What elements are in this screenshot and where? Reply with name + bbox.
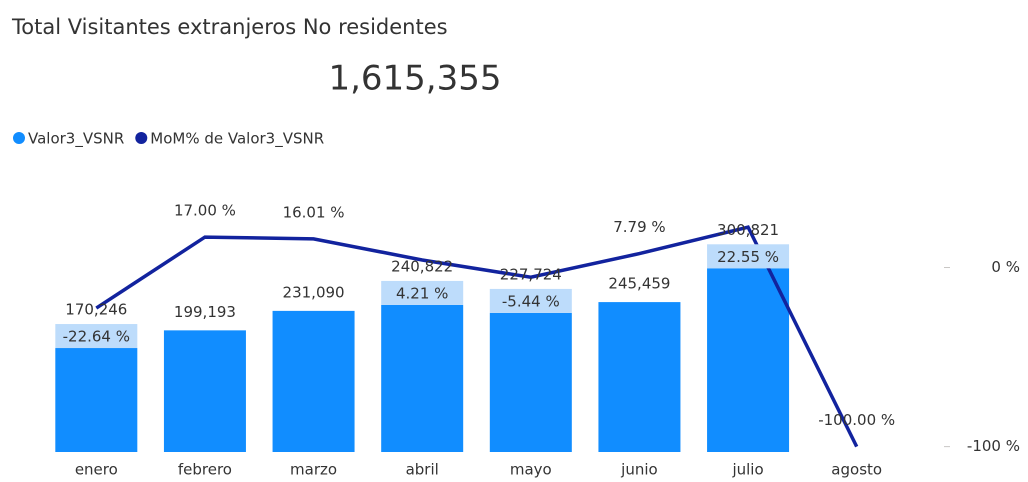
y2-tick-label: 0 % <box>991 258 1020 276</box>
line-data-label: -5.44 % <box>502 292 560 310</box>
bar-data-label: 240,822 <box>391 257 453 275</box>
bar-data-label: 245,459 <box>608 275 670 293</box>
x-tick-label: abril <box>406 461 439 479</box>
bar-data-label: 170,246 <box>65 301 127 319</box>
bar <box>272 310 355 452</box>
y2-tick-label: -100 % <box>967 437 1020 455</box>
bar <box>55 348 138 452</box>
x-tick-label: febrero <box>178 461 232 479</box>
bar-data-label: 300,821 <box>717 221 779 239</box>
x-tick-label: agosto <box>831 461 882 479</box>
line-data-label: -100.00 % <box>818 411 895 429</box>
label-background <box>55 324 138 349</box>
x-tick-label: julio <box>731 461 763 479</box>
bar-data-label: 231,090 <box>283 283 345 301</box>
total-value: 1,615,355 <box>328 59 501 99</box>
x-tick-label: mayo <box>510 461 552 479</box>
label-background <box>707 244 790 269</box>
bar <box>598 302 681 452</box>
bar-data-label: 227,724 <box>500 265 562 283</box>
x-tick-label: enero <box>75 461 118 479</box>
line-data-label: 17.00 % <box>174 202 236 220</box>
line-data-label: 22.55 % <box>717 248 779 266</box>
x-tick-label: marzo <box>290 461 337 479</box>
bar <box>707 268 790 452</box>
legend-label: MoM% de Valor3_VSNR <box>150 130 324 149</box>
bar <box>163 330 246 452</box>
line-data-label: 7.79 % <box>613 218 665 236</box>
bar <box>381 304 464 452</box>
legend-swatch <box>135 132 148 144</box>
label-background <box>381 280 464 305</box>
label-background <box>489 288 572 313</box>
legend-label: Valor3_VSNR <box>28 130 124 149</box>
x-tick-label: junio <box>620 461 658 479</box>
line-data-label: 4.21 % <box>396 284 448 302</box>
legend-swatch <box>13 132 25 144</box>
line-data-label: 16.01 % <box>283 203 345 221</box>
bar-data-label: 199,193 <box>174 303 236 321</box>
bar <box>489 312 572 452</box>
chart-title: Total Visitantes extranjeros No resident… <box>11 15 448 39</box>
line-data-label: -22.64 % <box>63 328 130 346</box>
line <box>95 225 859 448</box>
